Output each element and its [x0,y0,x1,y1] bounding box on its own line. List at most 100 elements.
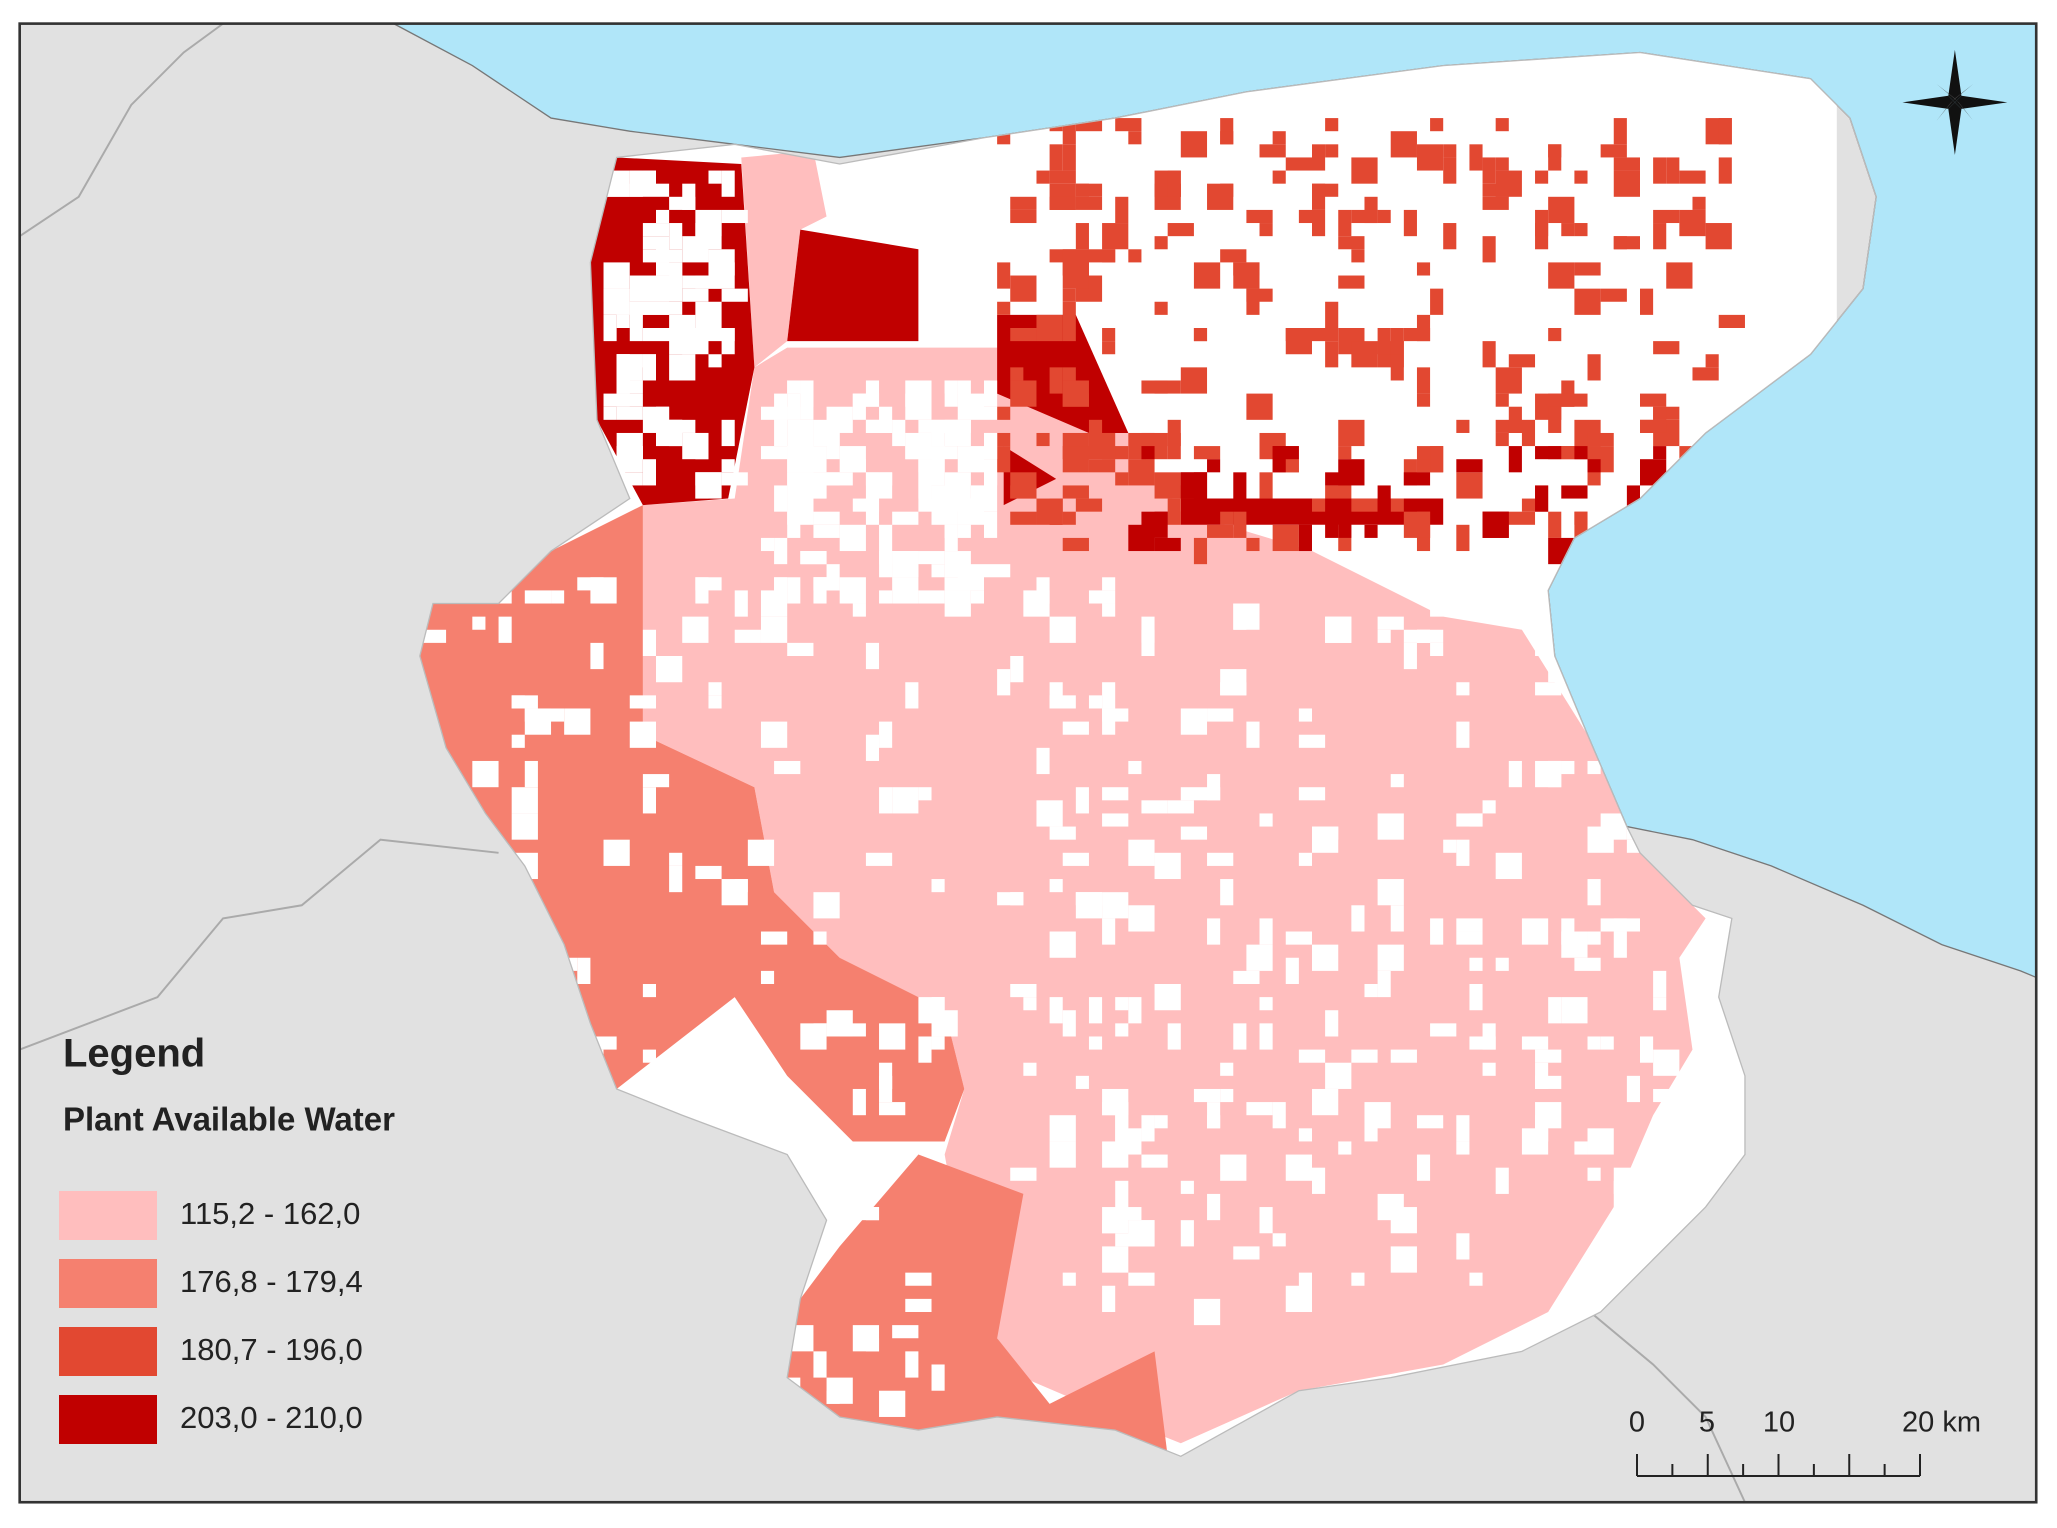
raster-cell [839,1023,866,1037]
raster-cell [879,1023,906,1050]
raster-cell [1587,931,1601,945]
raster-cell [918,485,932,512]
raster-cell [852,498,880,512]
raster-cell [1403,209,1417,237]
raster-cell [1180,367,1208,394]
raster-cell [997,892,1024,906]
raster-cell [944,524,958,552]
raster-cell [472,616,486,630]
raster-cell [1102,1246,1129,1273]
raster-cell [1312,144,1326,171]
legend: 115,2 - 162,0 176,8 - 179,4 180,7 - 196,0 2… [59,1191,363,1444]
raster-cell [1574,223,1588,237]
raster-cell [708,695,722,709]
raster-cell [1102,682,1116,709]
raster-cell [1574,1141,1588,1155]
raster-cell [511,813,538,840]
raster-cell [695,577,722,591]
legend-swatch [59,1191,157,1240]
raster-cell [1049,1115,1076,1142]
raster-cell [879,472,893,486]
raster-cell [1653,1180,1667,1208]
raster-cell [813,577,840,591]
raster-cell [1325,118,1339,132]
raster-cell [813,419,840,447]
raster-cell [1390,1049,1417,1063]
raster-cell [1233,1023,1247,1050]
raster-cell [1351,341,1378,368]
raster-cell [1075,223,1089,250]
raster-cell [931,1364,945,1391]
raster-cell [1259,144,1286,158]
raster-cell [1167,419,1181,447]
raster-cell [865,1338,880,1352]
legend-label: 203,0 - 210,0 [180,1400,363,1435]
raster-cell [787,642,814,656]
raster-cell [1338,236,1365,250]
raster-cell [774,485,788,512]
raster-cell [957,564,984,591]
raster-cell [1298,734,1326,748]
raster-cell [997,301,1011,315]
raster-cell [1075,498,1103,512]
raster-cell [1351,1272,1365,1286]
raster-cell [1193,262,1221,289]
raster-cell [1023,590,1050,617]
raster-cell [1088,1036,1103,1050]
raster-cell [1010,328,1037,342]
raster-cell [1482,1062,1496,1076]
raster-cell [1298,787,1326,801]
raster-cell [1220,1154,1247,1181]
raster-cell [1298,852,1312,866]
raster-cell [1390,498,1404,512]
raster-cell [1285,931,1312,945]
raster-cell [1456,1233,1470,1260]
raster-cell [642,223,670,237]
raster-cell [800,446,827,473]
raster-cell [656,301,683,315]
raster-cell [1338,1141,1352,1155]
raster-cell [1390,905,1404,932]
raster-cell [669,262,683,276]
raster-cell [879,551,893,565]
raster-cell [1548,328,1562,342]
raster-cell [1141,446,1155,460]
raster-cell [1285,1154,1312,1181]
raster-cell [1574,957,1601,971]
raster-cell [984,432,998,460]
raster-cell [1351,905,1365,932]
raster-cell [1062,1272,1076,1286]
raster-cell [734,590,748,617]
raster-cell [1653,970,1667,998]
raster-cell [1456,682,1470,696]
raster-cell [879,406,893,433]
raster-cell [800,1023,827,1050]
raster-cell [1351,249,1365,263]
raster-cell [1154,984,1181,1011]
raster-cell [1338,209,1352,237]
raster-cell [1312,1167,1326,1194]
raster-cell [1653,446,1667,460]
raster-cell [1377,629,1391,643]
raster-cell [1613,157,1640,171]
raster-cell [1062,485,1089,499]
raster-cell [1495,432,1509,447]
raster-cell [642,354,656,381]
raster-cell [1613,1180,1627,1208]
raster-cell [944,419,971,433]
raster-cell [1600,1036,1614,1050]
raster-cell [1325,341,1339,368]
raster-cell [997,432,1011,447]
raster-cell [879,721,893,748]
region-outline [419,51,1877,1458]
raster-cell [1141,1115,1155,1142]
raster-cell [879,590,893,604]
raster-cell [1705,354,1719,368]
raster-cell [747,1115,775,1129]
raster-cell [1102,708,1129,722]
raster-cell [970,485,984,499]
raster-cell [1390,774,1404,788]
raster-cell [1416,393,1431,407]
raster-cell [1430,918,1444,945]
raster-cell [1220,1088,1234,1103]
